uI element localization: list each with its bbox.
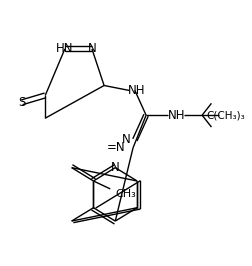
Text: N: N xyxy=(88,42,96,55)
Text: NH: NH xyxy=(128,84,145,97)
Text: N: N xyxy=(121,134,130,146)
Text: NH: NH xyxy=(168,109,185,122)
Text: C(CH₃)₃: C(CH₃)₃ xyxy=(207,110,245,120)
Text: CH₃: CH₃ xyxy=(115,189,136,199)
Text: S: S xyxy=(18,96,26,109)
Text: N: N xyxy=(111,161,120,174)
Text: =N: =N xyxy=(107,141,125,154)
Text: HN: HN xyxy=(56,42,74,55)
